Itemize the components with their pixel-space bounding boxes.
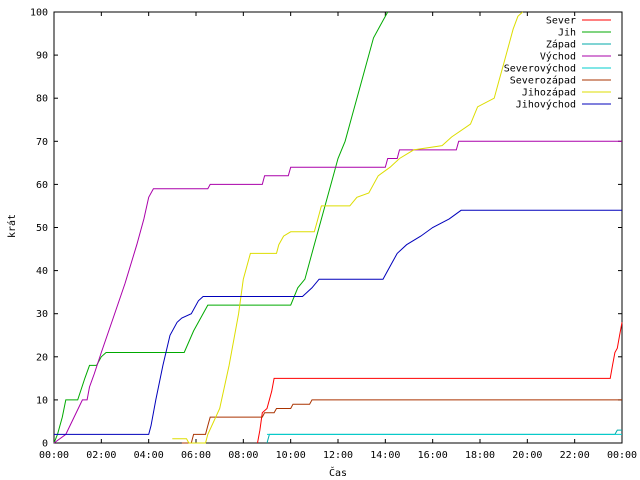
x-tick-label: 12:00 [323,450,353,461]
y-tick-label: 0 [42,439,48,450]
legend: SeverJihZápadVýchodSeverovýchodSeverozáp… [504,16,611,111]
series-line-jih [53,11,389,444]
series-line-východ [53,140,622,444]
series-line-severozápad [181,399,622,444]
legend-label: Sever [546,16,576,27]
y-tick-label: 70 [36,137,48,148]
x-tick-label: 22:00 [560,450,590,461]
x-tick-label: 06:00 [181,450,211,461]
legend-label: Jihovýchod [516,99,576,111]
y-tick-label: 80 [36,94,48,105]
x-axis-label: Čas [329,466,347,479]
series-line-západ [266,429,622,444]
legend-label: Jihozápad [522,87,576,99]
legend-label: Jih [558,28,576,39]
x-tick-label: 20:00 [512,450,542,461]
x-tick-label: 14:00 [370,450,400,461]
y-axis-label: krát [6,214,18,238]
legend-label: Severovýchod [504,63,576,75]
series-line-jihovýchod [54,209,622,435]
x-tick-label: 00:00 [39,450,69,461]
x-tick-label: 16:00 [418,450,448,461]
x-tick-label: 04:00 [134,450,164,461]
y-tick-label: 90 [36,51,48,62]
legend-label: Východ [540,51,576,63]
y-tick-label: 20 [36,352,48,363]
x-tick-label: 08:00 [228,450,258,461]
y-tick-label: 60 [36,180,48,191]
legend-label: Severozápad [510,75,576,87]
y-tick-label: 10 [36,395,48,406]
x-axis-ticks: 00:00 02:00 04:00 06:00 08:00 10:00 12:00 14:00… [39,12,637,461]
y-tick-label: 100 [30,8,48,19]
x-tick-label: 00:00 [607,450,637,461]
y-tick-label: 50 [36,223,48,234]
x-tick-label: 10:00 [276,450,306,461]
series-line-jihozápad [172,11,523,444]
legend-label: Západ [546,39,576,51]
y-tick-label: 40 [36,266,48,277]
series-line-sever [257,322,623,444]
x-tick-label: 18:00 [465,450,495,461]
y-tick-label: 30 [36,309,48,320]
x-tick-label: 02:00 [86,450,116,461]
series-lines [53,11,623,444]
